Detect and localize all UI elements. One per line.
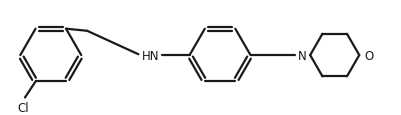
Text: Cl: Cl bbox=[17, 101, 28, 114]
Text: N: N bbox=[298, 49, 306, 62]
Text: O: O bbox=[363, 49, 373, 62]
Text: HN: HN bbox=[141, 49, 158, 62]
